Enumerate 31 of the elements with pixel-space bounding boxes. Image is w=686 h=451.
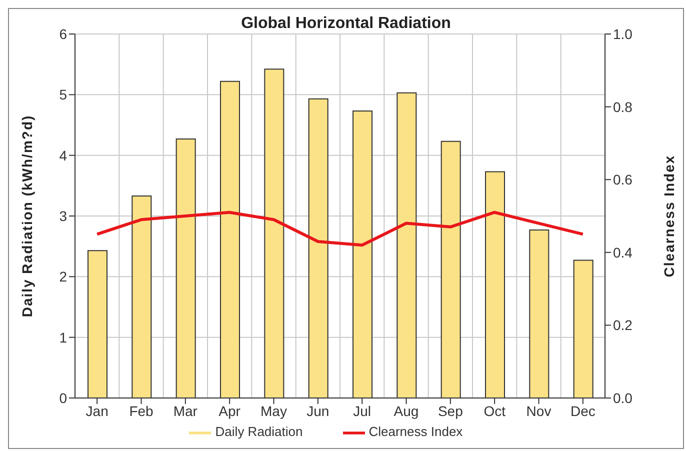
y-tick-label: 4	[59, 147, 68, 164]
y2-tick-label: 1.0	[613, 26, 633, 42]
y-tick-label: 0	[59, 390, 68, 406]
y-tick-label: 5	[59, 86, 68, 103]
y2-tick-label: 0.2	[613, 317, 633, 334]
x-tick-label: Jan	[86, 402, 108, 419]
x-tick-label: Mar	[173, 402, 198, 419]
x-tick-label: Sep	[438, 402, 464, 419]
y2-tick-label: 0.4	[613, 244, 633, 260]
y2-tick-label: 0.0	[613, 390, 633, 406]
x-tick-label: May	[260, 402, 287, 419]
y2-tick-label: 0.6	[613, 172, 633, 188]
x-tick-label: Apr	[218, 402, 241, 419]
x-tick-label: Dec	[570, 402, 596, 419]
x-tick-label: Nov	[526, 402, 552, 419]
y-tick-label: 3	[59, 208, 68, 224]
x-tick-label: Feb	[129, 402, 154, 419]
y-tick-label: 2	[59, 268, 68, 285]
legend-label: Clearness Index	[368, 424, 463, 440]
legend-label: Daily Radiation	[215, 424, 303, 440]
x-tick-label: Jun	[306, 402, 330, 419]
y-tick-label: 6	[59, 26, 68, 42]
y-axis-title: Daily Radiation (kWh/m?d)	[18, 114, 35, 318]
y2-axis-title: Clearness Index	[660, 154, 677, 278]
x-tick-label: Oct	[484, 402, 506, 419]
chart-title: Global Horizontal Radiation	[241, 15, 451, 32]
y2-tick-label: 0.8	[613, 98, 633, 115]
line-series	[96, 210, 584, 247]
x-tick-label: Aug	[394, 402, 419, 419]
x-tick-label: Jul	[353, 402, 372, 419]
y-tick-label: 1	[59, 329, 68, 346]
